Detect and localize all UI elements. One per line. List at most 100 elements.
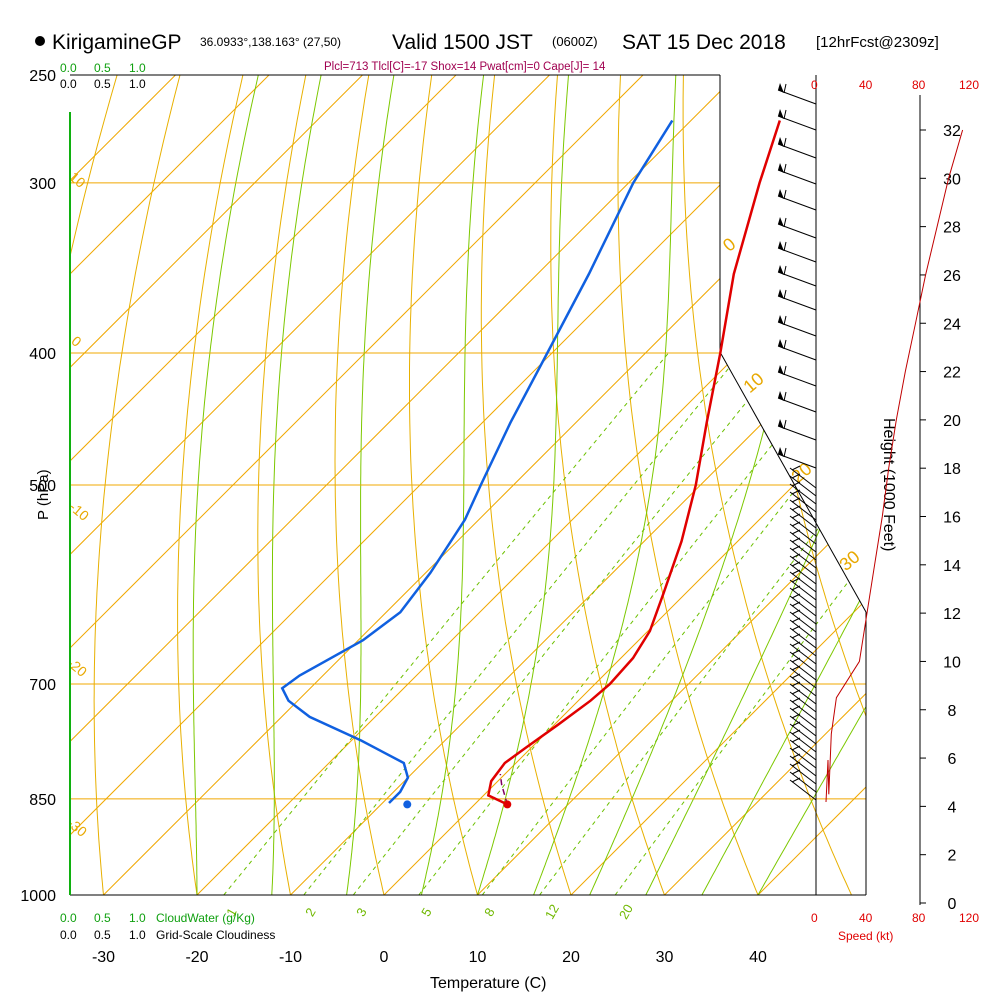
cloudiness-tick-bottom: 0.5 xyxy=(94,928,111,942)
wind-barb-feather xyxy=(783,241,787,252)
cloudwater-tick-bottom: 0.0 xyxy=(60,911,77,925)
height-axis-label: Height (1000 Feet) xyxy=(880,418,897,551)
temperature-tick: 40 xyxy=(749,949,767,966)
height-tick: 26 xyxy=(943,268,961,285)
pressure-tick: 1000 xyxy=(20,888,56,905)
pressure-tick: 400 xyxy=(29,346,56,363)
wind-barb-feather xyxy=(783,447,787,458)
wind-barb-staff xyxy=(789,699,817,721)
wind-barb-flag xyxy=(778,109,784,119)
wind-barb-flag xyxy=(778,289,784,299)
mixing-ratio-label: 5 xyxy=(418,905,435,919)
wind-barb-staff xyxy=(789,715,817,737)
pressure-tick: 850 xyxy=(29,792,56,809)
pressure-tick: 250 xyxy=(29,68,56,85)
height-tick: 24 xyxy=(943,316,961,333)
dry-adiabat-line xyxy=(617,75,759,895)
wind-barb-staff xyxy=(789,627,817,649)
temperature-axis-ticks: -30 -20 -10 0 10 20 30 40 xyxy=(92,949,767,966)
wind-barb-staff xyxy=(789,507,817,529)
wind-barb-staff xyxy=(789,523,817,545)
wind-barb-flag xyxy=(778,163,784,173)
mixing-ratio-line xyxy=(418,352,846,895)
isotherm-label: 10 xyxy=(739,369,767,397)
station-marker-icon xyxy=(35,36,45,46)
temperature-tick: -20 xyxy=(185,949,208,966)
moist-adiabat-line xyxy=(757,75,866,895)
temperature-tick: 30 xyxy=(656,949,674,966)
dry-adiabat-line xyxy=(257,75,307,895)
temperature-tick: 0 xyxy=(380,949,389,966)
isobar-lines xyxy=(70,74,866,896)
wind-barb-flag xyxy=(778,83,784,93)
cloudiness-tick-top: 0.0 xyxy=(60,77,77,91)
cloudwater-tick-top: 0.0 xyxy=(60,61,77,75)
speed-tick: 40 xyxy=(859,78,873,92)
mixing-ratio-line xyxy=(614,352,866,895)
height-tick: 22 xyxy=(943,365,961,382)
cloudwater-tick-bottom: 1.0 xyxy=(129,911,146,925)
parcel-path-line xyxy=(499,773,509,805)
height-tick: 28 xyxy=(943,220,961,237)
mixing-ratio-label: 3 xyxy=(353,905,370,919)
wind-barb-staff xyxy=(789,475,817,497)
dewpoint-line xyxy=(280,119,674,804)
wind-speed-line xyxy=(825,129,964,803)
wind-barb-staff xyxy=(789,667,817,689)
speed-axis-label: Speed (kt) xyxy=(838,929,893,943)
valid-time: Valid 1500 JST xyxy=(392,31,533,54)
temperature-tick: 10 xyxy=(469,949,487,966)
wind-barb-feather xyxy=(783,419,787,430)
wind-barb-feather xyxy=(783,109,787,120)
wind-barb-feather xyxy=(783,339,787,350)
wind-barb-staff xyxy=(789,763,817,785)
wind-barb-staff xyxy=(789,603,817,625)
speed-ticks-top: 0 40 80 120 xyxy=(811,78,979,92)
wind-barb-staff xyxy=(789,739,817,761)
cloudiness-tick-top: 1.0 xyxy=(129,77,146,91)
wind-barb-flag xyxy=(778,137,784,147)
wind-barb-staff xyxy=(789,587,817,609)
moist-adiabat-lines xyxy=(192,75,866,895)
mixing-ratio-label: 2 xyxy=(302,905,319,919)
moist-adiabat-line xyxy=(420,75,485,895)
cloudiness-label: Grid-Scale Cloudiness xyxy=(156,928,275,942)
wind-barb-feather xyxy=(783,137,787,148)
wind-barb-flag xyxy=(778,315,784,325)
wind-barb-staff xyxy=(789,579,817,601)
mixing-ratio-line xyxy=(352,352,787,895)
station-name: KirigamineGP xyxy=(52,31,182,54)
wind-barb-staff xyxy=(789,595,817,617)
wind-barb-flag xyxy=(778,365,784,375)
pressure-axis-label: P (hPa) xyxy=(35,469,52,520)
dry-adiabat-line xyxy=(480,75,572,895)
wind-barb-staff xyxy=(789,531,817,553)
wind-barb-staff xyxy=(789,571,817,593)
surface-temperature-point xyxy=(503,800,512,809)
temperature-line xyxy=(486,120,781,806)
moist-adiabat-line xyxy=(192,75,259,895)
isotherm-line xyxy=(477,75,866,895)
height-tick: 6 xyxy=(948,751,957,768)
wind-barb-flag xyxy=(778,391,784,401)
moist-adiabat-line xyxy=(271,75,322,895)
wind-barb-staff xyxy=(789,491,817,513)
frame-diagonal xyxy=(719,351,867,613)
speed-tick: 0 xyxy=(811,78,818,92)
valid-date: SAT 15 Dec 2018 xyxy=(622,31,786,54)
height-tick: 10 xyxy=(943,654,961,671)
wind-barb-feather xyxy=(783,189,787,200)
wind-barb-staff xyxy=(789,611,817,633)
isotherm-label: 0 xyxy=(719,234,740,256)
dry-adiabat-line xyxy=(550,75,665,895)
wind-barb-feather xyxy=(783,163,787,174)
moist-adiabat-line xyxy=(477,75,569,895)
wind-barb-staff xyxy=(789,635,817,657)
wind-barbs xyxy=(777,83,817,801)
height-tick: 8 xyxy=(948,703,957,720)
height-tick: 32 xyxy=(943,123,961,140)
wind-barb-staff xyxy=(789,723,817,745)
dry-adiabat-line xyxy=(177,75,244,895)
